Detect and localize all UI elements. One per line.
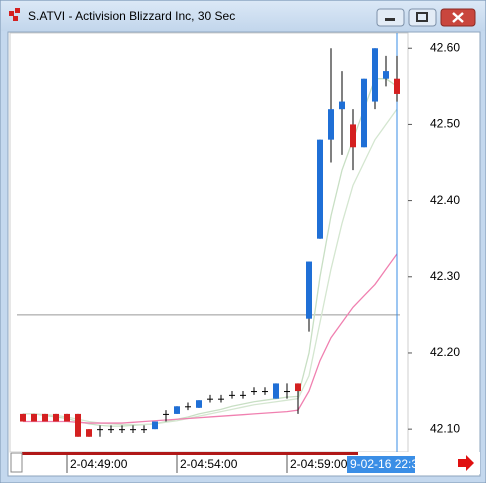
- y-tick-label: 42.40: [430, 193, 460, 207]
- cursor-label-bg: [347, 456, 415, 473]
- candle-body: [20, 413, 26, 422]
- y-tick-label: 42.20: [430, 345, 460, 359]
- close-button[interactable]: [440, 8, 476, 27]
- y-tick-label: 42.30: [430, 269, 460, 283]
- candle-body: [152, 421, 158, 430]
- candle-body: [251, 391, 257, 393]
- y-tick-label: 42.60: [430, 40, 460, 54]
- candle-body: [284, 391, 290, 393]
- x-tick-label: 2-04:59:00: [290, 457, 348, 471]
- candle-body: [372, 48, 378, 102]
- app-icon: [9, 8, 20, 21]
- candle-body: [141, 429, 147, 431]
- candle-body: [229, 394, 235, 396]
- candle-body: [42, 413, 48, 422]
- candle-body: [130, 429, 136, 431]
- moving-average: [23, 253, 398, 424]
- candle-body: [196, 400, 202, 408]
- candle-body: [31, 413, 37, 422]
- y-tick-label: 42.50: [430, 117, 460, 131]
- candle-body: [218, 398, 224, 400]
- x-tick-label: 2-04:49:00: [70, 457, 128, 471]
- plot: [17, 33, 400, 452]
- plot-area: [9, 32, 409, 453]
- candle-body: [163, 413, 169, 415]
- moving-average: [23, 108, 398, 426]
- candle-body: [317, 139, 323, 239]
- candle-body: [262, 391, 268, 393]
- candle-body: [306, 261, 312, 319]
- candle-body: [339, 101, 345, 110]
- candle-body: [273, 383, 279, 399]
- candle-body: [328, 109, 334, 140]
- minimize-button[interactable]: [376, 8, 405, 27]
- candle-body: [108, 429, 114, 431]
- scroll-right-arrow[interactable]: [458, 455, 474, 471]
- candle-body: [383, 71, 389, 79]
- x-tick-label: 2-04:54:00: [180, 457, 238, 471]
- candle-body: [174, 406, 180, 414]
- maximize-button[interactable]: [408, 8, 437, 27]
- candle-body: [185, 406, 191, 408]
- window-title: S.ATVI - Activision Blizzard Inc, 30 Sec: [28, 9, 235, 23]
- y-tick-label: 42.10: [430, 421, 460, 435]
- candle-body: [86, 429, 92, 437]
- candle-body: [207, 398, 213, 400]
- candle-body: [53, 413, 59, 422]
- candle-body: [64, 413, 70, 422]
- candle-body: [119, 429, 125, 431]
- candle-body: [394, 78, 400, 94]
- candle-body: [97, 429, 103, 431]
- candle-body: [295, 383, 301, 392]
- candle-body: [75, 413, 81, 437]
- scroll-thumb[interactable]: [10, 452, 23, 473]
- cursor-label: 9-02-16 22:34:00: [350, 457, 442, 471]
- candle-body: [240, 394, 246, 396]
- candle-body: [361, 78, 367, 148]
- candle-body: [350, 124, 356, 148]
